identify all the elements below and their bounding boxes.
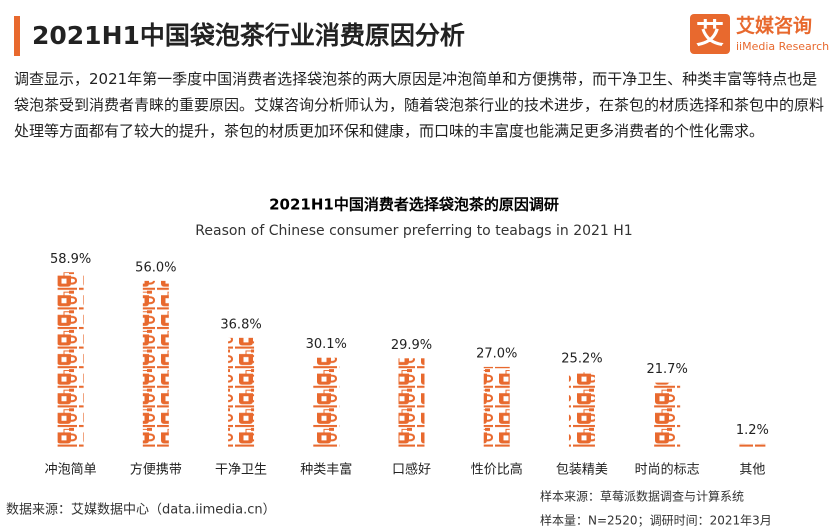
logo-mark: 艾 [690, 14, 730, 54]
x-tick-label: 其他 [739, 463, 765, 478]
value-label: 36.8% [220, 317, 261, 332]
value-label: 27.0% [476, 346, 517, 361]
chart-subtitle: Reason of Chinese consumer preferring to… [195, 223, 632, 239]
bar [568, 372, 595, 447]
value-label: 29.9% [391, 338, 432, 353]
x-tick-label: 性价比高 [471, 462, 523, 478]
x-tick-label: 种类丰富 [300, 462, 352, 478]
bar [228, 337, 255, 447]
bar [483, 366, 510, 447]
footer-source: 数据来源：艾媒数据中心（data.iimedia.cn） [6, 503, 276, 518]
value-label: 56.0% [135, 260, 176, 275]
x-tick-label: 口感好 [392, 462, 431, 478]
chart-title: 2021H1中国消费者选择袋泡茶的原因调研 [269, 196, 559, 214]
x-tick-label: 干净卫生 [215, 463, 267, 478]
title-accent [14, 16, 20, 56]
bar [398, 358, 425, 447]
bar [654, 382, 681, 447]
logo-name: 艾媒咨询 [736, 15, 813, 37]
bar [142, 280, 169, 447]
bar [739, 443, 766, 447]
footer-sample-source: 样本来源：草莓派数据调查与计算系统 [540, 489, 744, 504]
value-label: 1.2% [736, 423, 769, 438]
x-tick-label: 包装精美 [556, 463, 608, 478]
logo-sub: iiMedia Research [736, 40, 830, 53]
page-title: 2021H1中国袋泡茶行业消费原因分析 [32, 21, 465, 50]
value-label: 25.2% [561, 352, 602, 367]
x-tick-label: 时尚的标志 [635, 462, 700, 478]
bar [57, 272, 84, 447]
value-label: 58.9% [50, 252, 91, 267]
x-tick-label: 冲泡简单 [45, 462, 97, 478]
footer-sample-size: 样本量：N=2520；调研时间：2021年3月 [540, 513, 772, 528]
intro-text: 调查显示，2021年第一季度中国消费者选择袋泡茶的两大原因是冲泡简单和方便携带，… [14, 70, 825, 140]
bar [313, 357, 340, 447]
value-label: 30.1% [306, 337, 347, 352]
value-label: 21.7% [647, 362, 688, 377]
x-tick-label: 方便携带 [130, 462, 182, 478]
